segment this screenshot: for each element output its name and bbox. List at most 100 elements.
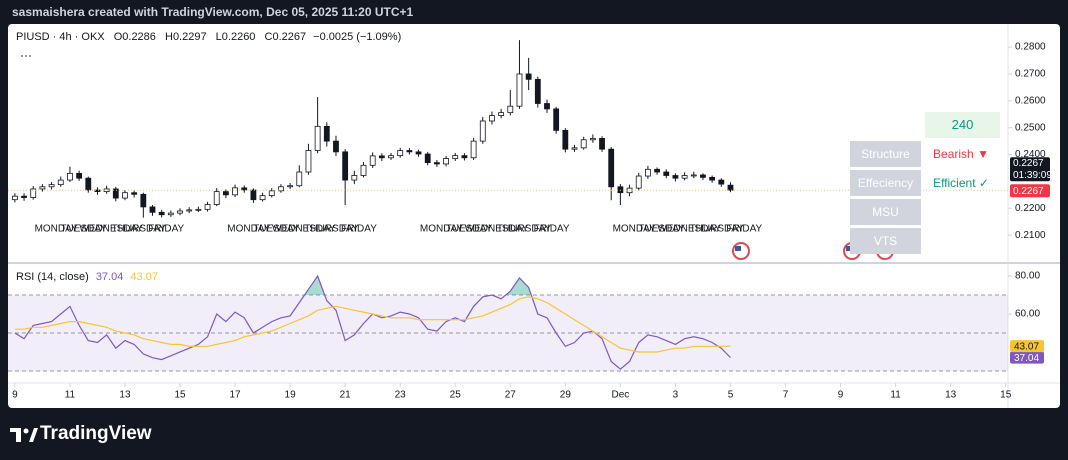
price-tag-label: 0.2267 — [1013, 186, 1044, 197]
table-label: Effeciency — [850, 170, 921, 196]
x-tick-label: 25 — [450, 390, 462, 401]
candle-body — [76, 172, 83, 179]
candle-body — [672, 175, 679, 179]
countdown: 01:39:09 — [1013, 170, 1052, 181]
candle-body — [388, 155, 394, 159]
candle-body — [617, 186, 624, 194]
candle-body — [112, 188, 119, 199]
x-tick-label: Dec — [611, 390, 629, 401]
candle-body — [250, 189, 257, 201]
more-dot — [21, 55, 23, 57]
x-tick-label: 11 — [65, 390, 76, 401]
table-label: Structure — [850, 141, 921, 167]
candle-body — [94, 189, 101, 193]
candle-body — [287, 185, 294, 188]
candle-body — [516, 73, 523, 107]
weekday-label: THURSDAY — [690, 224, 745, 235]
x-tick-label: 21 — [340, 390, 352, 401]
candle-body — [296, 171, 303, 187]
weekday-label: MONDAY — [227, 224, 270, 235]
candle-body — [553, 108, 560, 131]
weekday-label: TUESDAY — [638, 224, 685, 235]
legend-value: 0.2286 — [122, 31, 156, 43]
rsi-tag-label: 43.07 — [1014, 341, 1039, 352]
candle-body — [562, 129, 569, 150]
candle-body — [489, 115, 495, 122]
candle-body — [232, 187, 238, 196]
candle-body — [406, 150, 413, 153]
weekday-label: MONDAY — [613, 224, 656, 235]
candle-body — [268, 190, 275, 197]
candle-body — [85, 177, 92, 191]
candle-body — [204, 204, 211, 210]
candle-body — [635, 175, 642, 189]
x-tick-label: 27 — [505, 390, 517, 401]
candle-body — [30, 188, 37, 198]
x-tick-label: 11 — [890, 390, 901, 401]
attribution: sasmaishera created with TradingView.com… — [12, 5, 414, 19]
rsi-tag-label: 37.04 — [1014, 353, 1039, 364]
price-tag — [1010, 184, 1050, 198]
x-tick-label: 13 — [119, 390, 131, 401]
candle-body — [39, 186, 46, 190]
candle-body — [397, 150, 404, 157]
candle-body — [21, 195, 27, 198]
weekday-label: MONDAY — [420, 224, 463, 235]
legend-label: L — [215, 31, 222, 43]
candle-body — [57, 179, 64, 186]
x-tick-label: 15 — [174, 390, 186, 401]
candle-body — [424, 153, 431, 164]
weekday-label: WEDNESDAY — [79, 224, 143, 235]
candle-body — [351, 175, 358, 181]
price-tag — [1010, 157, 1050, 182]
weekday-label: MONDAY — [35, 224, 78, 235]
table-label: MSU — [850, 199, 921, 225]
weekday-label: FRIDAY — [534, 224, 570, 235]
candle-body — [580, 139, 587, 149]
x-tick-label: 13 — [945, 390, 957, 401]
symbol-legend: PIUSD · 4h · OKX O0.2286 H0.2297 L0.2260… — [16, 31, 401, 43]
legend-label: C — [264, 31, 273, 43]
logo-part — [29, 428, 38, 442]
weekday-label: WEDNESDAY — [272, 224, 336, 235]
y-tick-label: 0.2400 — [1015, 149, 1046, 160]
candle-body — [369, 155, 376, 166]
candle-body — [507, 105, 514, 114]
symbol: PIUSD · 4h · OKX — [16, 31, 105, 43]
flag-canton — [735, 246, 741, 251]
logo-part — [23, 428, 29, 434]
candle-body — [681, 175, 688, 179]
candle-body — [727, 184, 734, 191]
candle-body — [433, 162, 440, 165]
logo-part — [16, 428, 21, 442]
candle-body — [67, 172, 73, 181]
more-dot — [25, 55, 27, 57]
candle-body — [589, 138, 596, 141]
x-tick-label: 23 — [395, 390, 407, 401]
rsi-ma-value: 43.07 — [130, 271, 158, 283]
candle-body — [158, 211, 165, 216]
weekday-label: TUESDAY — [60, 224, 107, 235]
candle-body — [177, 210, 183, 214]
weekday-label: THURSDAY — [304, 224, 359, 235]
more-dot — [29, 55, 31, 57]
flag-canton — [846, 246, 852, 251]
candle-body — [241, 187, 248, 191]
table-value: Bearish ▼ — [933, 147, 989, 161]
candle-body — [452, 155, 459, 159]
candle-body — [11, 195, 18, 201]
y-tick-label: 0.2700 — [1015, 69, 1046, 80]
x-tick-label: 15 — [1000, 390, 1012, 401]
candle-body — [122, 192, 128, 199]
candle-body — [599, 138, 605, 150]
candle-body — [222, 191, 229, 196]
brand-logo — [10, 428, 38, 442]
rsi-tag — [1010, 340, 1044, 353]
x-tick-label: 9 — [838, 390, 844, 401]
table-value: Efficient ✓ — [933, 176, 989, 190]
candle-body — [498, 112, 505, 117]
rsi-value: 37.04 — [95, 271, 124, 283]
rsi-title: RSI (14, close) — [16, 271, 89, 283]
y-tick-label: 0.2600 — [1015, 95, 1046, 106]
candle-body — [654, 168, 660, 173]
